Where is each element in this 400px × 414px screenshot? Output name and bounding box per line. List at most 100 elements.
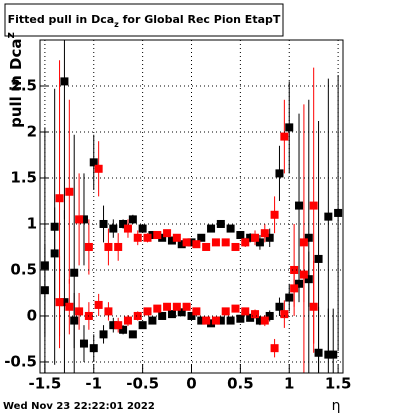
marker (119, 325, 128, 334)
marker (177, 308, 186, 317)
marker (304, 275, 313, 284)
marker (153, 231, 162, 240)
marker (128, 330, 137, 339)
marker (211, 238, 220, 247)
marker (251, 310, 260, 319)
marker (265, 233, 274, 242)
marker (133, 233, 142, 242)
marker (60, 77, 69, 86)
marker (216, 316, 225, 325)
marker (329, 350, 338, 359)
marker (202, 242, 211, 251)
marker (70, 268, 79, 277)
marker (197, 316, 206, 325)
y-tick-label: 0 (27, 306, 37, 324)
marker (260, 316, 269, 325)
marker (79, 215, 88, 224)
y-tick-label: 2 (27, 122, 37, 140)
x-tick-label: 1 (284, 375, 294, 393)
marker (324, 350, 333, 359)
marker (187, 311, 196, 320)
marker (148, 231, 157, 240)
marker (241, 238, 250, 247)
marker (211, 316, 220, 325)
y-tick-label: 2.5 (10, 76, 37, 94)
x-tick-label: -1.5 (28, 375, 61, 393)
marker (89, 158, 98, 167)
marker (158, 311, 167, 320)
plot-area (40, 40, 343, 373)
marker (40, 286, 49, 295)
marker (109, 224, 118, 233)
marker (314, 254, 323, 263)
marker (231, 304, 240, 313)
marker (75, 307, 84, 316)
marker (265, 311, 274, 320)
marker (109, 321, 118, 330)
marker (104, 242, 113, 251)
marker (246, 233, 255, 242)
x-tick-label: 0.5 (227, 375, 254, 393)
marker (55, 194, 64, 203)
marker (275, 169, 284, 178)
marker (167, 236, 176, 245)
marker (153, 304, 162, 313)
marker (241, 307, 250, 316)
marker (255, 316, 264, 325)
marker (70, 316, 79, 325)
marker (309, 201, 318, 210)
y-tick-label: 0.5 (10, 260, 37, 278)
marker (172, 302, 181, 311)
marker (123, 224, 132, 233)
chart-title: Fitted pull in Dcaz for Global Rec Pion … (8, 13, 281, 29)
marker (207, 319, 216, 328)
marker (99, 330, 108, 339)
marker (251, 233, 260, 242)
marker (207, 224, 216, 233)
y-label-subscript: z (4, 32, 17, 38)
marker (231, 242, 240, 251)
marker (143, 307, 152, 316)
marker (299, 238, 308, 247)
marker (246, 313, 255, 322)
title-text: Fitted pull in Dca (8, 13, 115, 26)
marker (202, 316, 211, 325)
marker (197, 233, 206, 242)
marker (280, 132, 289, 141)
marker (236, 314, 245, 323)
marker (99, 219, 108, 228)
marker (65, 187, 74, 196)
marker (285, 123, 294, 132)
x-tick-label: -1 (85, 375, 102, 393)
marker (163, 229, 172, 238)
x-tick-label: 1.5 (325, 375, 352, 393)
marker (84, 242, 93, 251)
marker (114, 242, 123, 251)
x-tick-label: 0 (186, 375, 196, 393)
marker (94, 300, 103, 309)
marker (177, 240, 186, 249)
marker (270, 344, 279, 353)
marker (94, 164, 103, 173)
marker (226, 224, 235, 233)
marker (123, 316, 132, 325)
marker (79, 339, 88, 348)
y-label-text: pull in Dca (7, 38, 25, 127)
marker (304, 233, 313, 242)
marker (138, 321, 147, 330)
marker (280, 310, 289, 319)
y-axis-label: pull in Dcaz (4, 32, 25, 128)
y-tick-label: 1 (27, 214, 37, 232)
marker (114, 321, 123, 330)
marker (158, 233, 167, 242)
marker (65, 302, 74, 311)
marker (314, 348, 323, 357)
marker (295, 279, 304, 288)
marker (119, 219, 128, 228)
marker (226, 316, 235, 325)
title-subscript: z (114, 20, 119, 29)
marker (295, 201, 304, 210)
marker (270, 210, 279, 219)
marker (182, 302, 191, 311)
